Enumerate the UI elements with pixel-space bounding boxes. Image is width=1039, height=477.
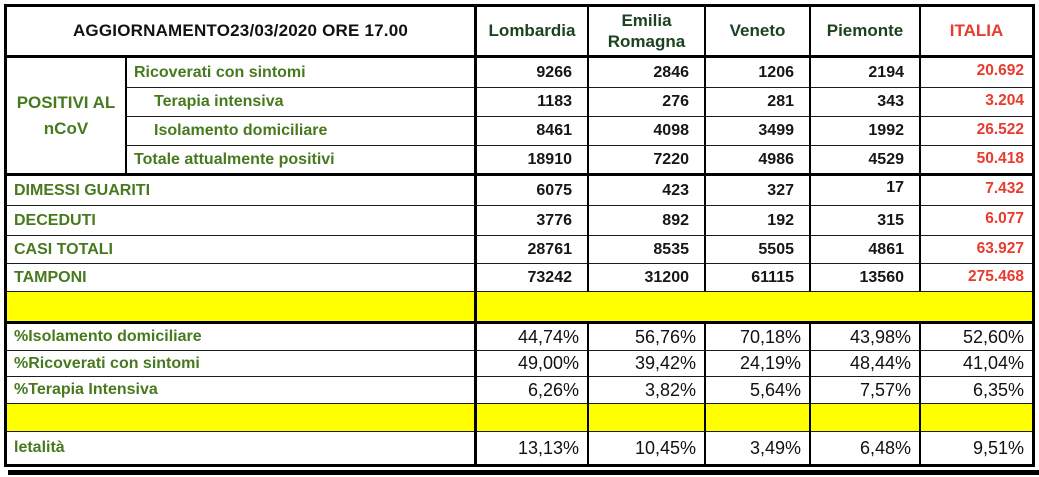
yellow-separator2-lombardia	[477, 404, 589, 432]
cell-pct-terapia-emilia: 3,82%	[589, 377, 706, 404]
column-header-piemonte: Piemonte	[811, 7, 921, 58]
row-label-totale-positivi: Totale attualmente positivi	[127, 146, 477, 176]
cell-letalita-lombardia: 13,13%	[477, 432, 589, 464]
cell-casi-veneto: 5505	[706, 236, 811, 264]
row-label-casi-totali: CASI TOTALI	[7, 236, 477, 264]
cell-dimessi-veneto: 327	[706, 176, 811, 206]
covid-summary-table: AGGIORNAMENTO23/03/2020 ORE 17.00 Lombar…	[4, 4, 1035, 467]
cell-pct-terapia-lombardia: 6,26%	[477, 377, 589, 404]
row-label-pct-terapia: %Terapia Intensiva	[7, 377, 477, 404]
cell-totale-italia: 50.418	[921, 146, 1032, 176]
cell-deceduti-italia: 6.077	[921, 206, 1032, 236]
cell-pct-terapia-veneto: 5,64%	[706, 377, 811, 404]
row-label-dimessi-guariti: DIMESSI GUARITI	[7, 176, 477, 206]
cell-letalita-emilia: 10,45%	[589, 432, 706, 464]
cell-pct-ricoverati-lombardia: 49,00%	[477, 351, 589, 377]
row-label-pct-isolamento: %Isolamento domiciliare	[7, 324, 477, 351]
cell-ricoverati-veneto: 1206	[706, 58, 811, 88]
cell-deceduti-emilia: 892	[589, 206, 706, 236]
cell-letalita-piemonte: 6,48%	[811, 432, 921, 464]
cell-terapia-veneto: 281	[706, 88, 811, 117]
cell-tamponi-piemonte: 13560	[811, 264, 921, 292]
cell-totale-lombardia: 18910	[477, 146, 589, 176]
cell-casi-lombardia: 28761	[477, 236, 589, 264]
cell-tamponi-italia: 275.468	[921, 264, 1032, 292]
cell-terapia-lombardia: 1183	[477, 88, 589, 117]
cell-ricoverati-lombardia: 9266	[477, 58, 589, 88]
cell-tamponi-veneto: 61115	[706, 264, 811, 292]
row-label-pct-ricoverati: %Ricoverati con sintomi	[7, 351, 477, 377]
cell-dimessi-italia: 7.432	[921, 176, 1032, 206]
row-label-ricoverati: Ricoverati con sintomi	[127, 58, 477, 88]
column-header-veneto: Veneto	[706, 7, 811, 58]
column-header-lombardia: Lombardia	[477, 7, 589, 58]
cell-deceduti-veneto: 192	[706, 206, 811, 236]
column-header-italia: ITALIA	[921, 7, 1032, 58]
cell-deceduti-piemonte: 315	[811, 206, 921, 236]
row-label-isolamento: Isolamento domiciliare	[127, 117, 477, 146]
cell-pct-isolamento-veneto: 70,18%	[706, 324, 811, 351]
cell-isolamento-piemonte: 1992	[811, 117, 921, 146]
cell-isolamento-lombardia: 8461	[477, 117, 589, 146]
cell-isolamento-veneto: 3499	[706, 117, 811, 146]
cell-pct-isolamento-italia: 52,60%	[921, 324, 1032, 351]
cell-totale-veneto: 4986	[706, 146, 811, 176]
row-label-terapia-intensiva: Terapia intensiva	[127, 88, 477, 117]
cell-pct-terapia-piemonte: 7,57%	[811, 377, 921, 404]
cell-totale-emilia: 7220	[589, 146, 706, 176]
table-title: AGGIORNAMENTO23/03/2020 ORE 17.00	[7, 7, 477, 58]
cell-ricoverati-piemonte: 2194	[811, 58, 921, 88]
cell-ricoverati-italia: 20.692	[921, 58, 1032, 88]
positivi-group-label: POSITIVI AL nCoV	[7, 58, 127, 176]
yellow-separator-right	[477, 292, 1032, 324]
cell-letalita-italia: 9,51%	[921, 432, 1032, 464]
yellow-separator2-veneto	[706, 404, 811, 432]
cell-pct-ricoverati-italia: 41,04%	[921, 351, 1032, 377]
row-label-deceduti: DECEDUTI	[7, 206, 477, 236]
cell-isolamento-italia: 26.522	[921, 117, 1032, 146]
cell-pct-isolamento-piemonte: 43,98%	[811, 324, 921, 351]
cell-deceduti-lombardia: 3776	[477, 206, 589, 236]
cell-pct-terapia-italia: 6,35%	[921, 377, 1032, 404]
cell-casi-emilia: 8535	[589, 236, 706, 264]
cell-totale-piemonte: 4529	[811, 146, 921, 176]
cell-dimessi-piemonte: 17	[811, 176, 921, 206]
cell-casi-piemonte: 4861	[811, 236, 921, 264]
cell-ricoverati-emilia: 2846	[589, 58, 706, 88]
cell-casi-italia: 63.927	[921, 236, 1032, 264]
cell-terapia-emilia: 276	[589, 88, 706, 117]
yellow-separator2-emilia	[589, 404, 706, 432]
cell-pct-isolamento-emilia: 56,76%	[589, 324, 706, 351]
cell-terapia-piemonte: 343	[811, 88, 921, 117]
bottom-thick-rule	[8, 470, 1039, 475]
cell-tamponi-emilia: 31200	[589, 264, 706, 292]
yellow-separator2-italia	[921, 404, 1032, 432]
cell-letalita-veneto: 3,49%	[706, 432, 811, 464]
yellow-separator-left	[7, 292, 477, 324]
cell-terapia-italia: 3.204	[921, 88, 1032, 117]
row-label-letalita: letalità	[7, 432, 477, 464]
cell-tamponi-lombardia: 73242	[477, 264, 589, 292]
yellow-separator2-piemonte	[811, 404, 921, 432]
cell-pct-isolamento-lombardia: 44,74%	[477, 324, 589, 351]
row-label-tamponi: TAMPONI	[7, 264, 477, 292]
cell-dimessi-emilia: 423	[589, 176, 706, 206]
cell-pct-ricoverati-emilia: 39,42%	[589, 351, 706, 377]
column-header-emilia-romagna: Emilia Romagna	[589, 7, 706, 58]
cell-pct-ricoverati-veneto: 24,19%	[706, 351, 811, 377]
yellow-separator2-label	[7, 404, 477, 432]
cell-isolamento-emilia: 4098	[589, 117, 706, 146]
cell-dimessi-lombardia: 6075	[477, 176, 589, 206]
cell-pct-ricoverati-piemonte: 48,44%	[811, 351, 921, 377]
